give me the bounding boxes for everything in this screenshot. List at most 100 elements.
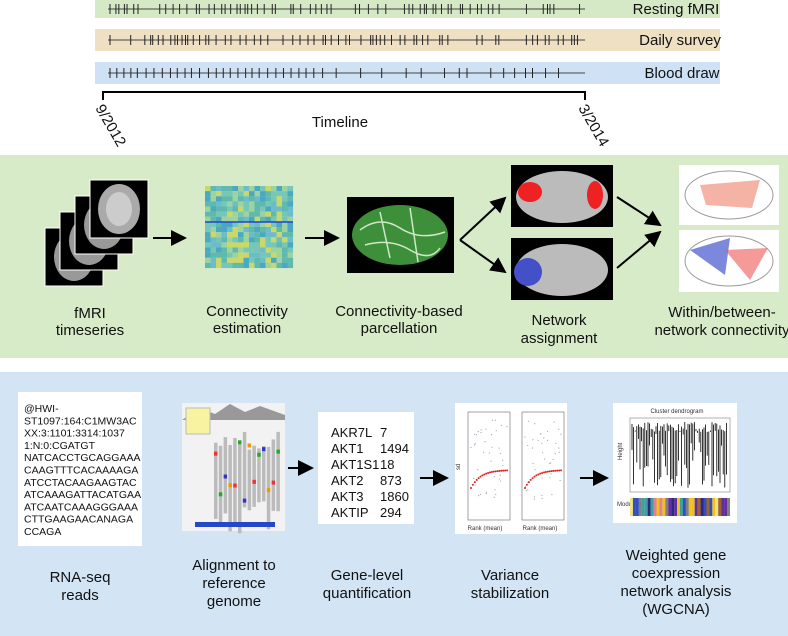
dot — [495, 430, 497, 432]
dot — [498, 447, 500, 449]
matrix-cell — [238, 221, 244, 228]
matrix-cell — [282, 201, 288, 207]
matrix-cell — [282, 232, 288, 238]
dot — [501, 459, 504, 462]
gene-count: 18 — [380, 457, 394, 472]
matrix-cell — [227, 211, 233, 217]
step-label: Variance stabilization — [471, 567, 549, 602]
matrix-cell — [232, 196, 239, 202]
matrix-cell — [243, 191, 250, 197]
matrix-cell — [232, 252, 239, 258]
read-bar — [238, 444, 242, 534]
matrix-cell — [216, 216, 222, 222]
matrix-cell — [271, 201, 277, 207]
matrix-cell — [232, 227, 239, 233]
matrix-cell — [271, 257, 277, 263]
trend-dot — [525, 483, 528, 486]
matrix-cell — [254, 216, 261, 222]
dot — [540, 433, 542, 435]
dot — [543, 437, 545, 439]
plot-frame — [467, 411, 511, 521]
matrix-cell — [271, 242, 277, 248]
matrix-cell — [243, 196, 250, 202]
arrow — [459, 239, 507, 274]
trend-dot — [539, 472, 542, 475]
gene-count: 1860 — [380, 489, 409, 504]
matrix-cell — [249, 227, 255, 233]
dot — [474, 484, 476, 486]
module-color — [665, 498, 669, 516]
matrix-cell — [227, 262, 233, 269]
matrix-cell — [282, 221, 288, 228]
dot — [537, 439, 539, 442]
plot-title: Cluster dendrogram — [650, 409, 703, 415]
variance-plot — [455, 403, 567, 534]
snp — [238, 440, 242, 445]
read-bar — [262, 445, 266, 502]
gene-box — [318, 412, 414, 524]
matrix-cell — [216, 242, 222, 248]
matrix-cell — [276, 262, 283, 269]
matrix-cell — [216, 196, 222, 202]
dot — [527, 489, 529, 491]
dot — [525, 490, 527, 492]
dot — [491, 419, 494, 421]
matrix-cell — [287, 206, 294, 212]
matrix-cell — [249, 186, 255, 192]
matrix-cell — [232, 201, 239, 207]
dot — [478, 494, 480, 497]
matrix-cell — [276, 247, 283, 253]
dot — [474, 443, 476, 445]
matrix-cell — [276, 242, 283, 248]
read-line: ATCCTACAAGAAGTAC — [24, 477, 137, 489]
matrix-cell — [276, 257, 283, 263]
plot-frame — [521, 411, 565, 521]
dot — [502, 464, 504, 467]
matrix-cell — [287, 257, 294, 263]
step-label: Alignment to reference genome — [192, 557, 275, 610]
matrix-cell — [232, 191, 239, 197]
matrix-cell — [249, 201, 255, 207]
module-color — [715, 498, 719, 516]
snp — [214, 451, 218, 456]
matrix-cell — [282, 237, 288, 243]
read-line: NATCACCTGCAGGAAA — [24, 452, 140, 464]
matrix-cell — [287, 247, 294, 253]
matrix-cell — [254, 262, 261, 269]
trend-dot — [477, 477, 480, 480]
matrix-cell — [276, 237, 283, 243]
matrix-cell — [243, 201, 250, 207]
trend-dot — [556, 469, 559, 472]
matrix-cell — [287, 186, 294, 192]
snp — [257, 452, 261, 457]
timeline-label: Timeline — [312, 114, 368, 131]
dot — [558, 447, 560, 449]
trend-dot — [504, 469, 507, 472]
matrix-cell — [205, 227, 211, 233]
matrix-cell — [221, 247, 228, 253]
matrix-cell — [249, 221, 255, 228]
matrix-cell — [210, 221, 217, 228]
trend-dot — [473, 481, 476, 484]
matrix-cell — [232, 221, 239, 228]
step-label: Connectivity estimation — [206, 303, 288, 337]
matrix-cell — [287, 252, 294, 258]
matrix-cell — [243, 232, 250, 238]
matrix-cell — [243, 262, 250, 269]
dot — [541, 452, 544, 454]
matrix-cell — [254, 242, 261, 248]
dot — [528, 420, 530, 422]
matrix-cell — [221, 201, 228, 207]
gene-name: AKR7L — [331, 425, 372, 440]
dot — [549, 477, 551, 479]
matrix-cell — [287, 227, 294, 233]
dot — [490, 434, 493, 436]
matrix-cell — [282, 211, 288, 217]
matrix-cell — [249, 242, 255, 248]
matrix-cell — [205, 257, 211, 263]
dot — [473, 433, 476, 435]
module-color — [697, 498, 701, 516]
dot — [546, 430, 549, 433]
matrix-cell — [243, 211, 250, 217]
